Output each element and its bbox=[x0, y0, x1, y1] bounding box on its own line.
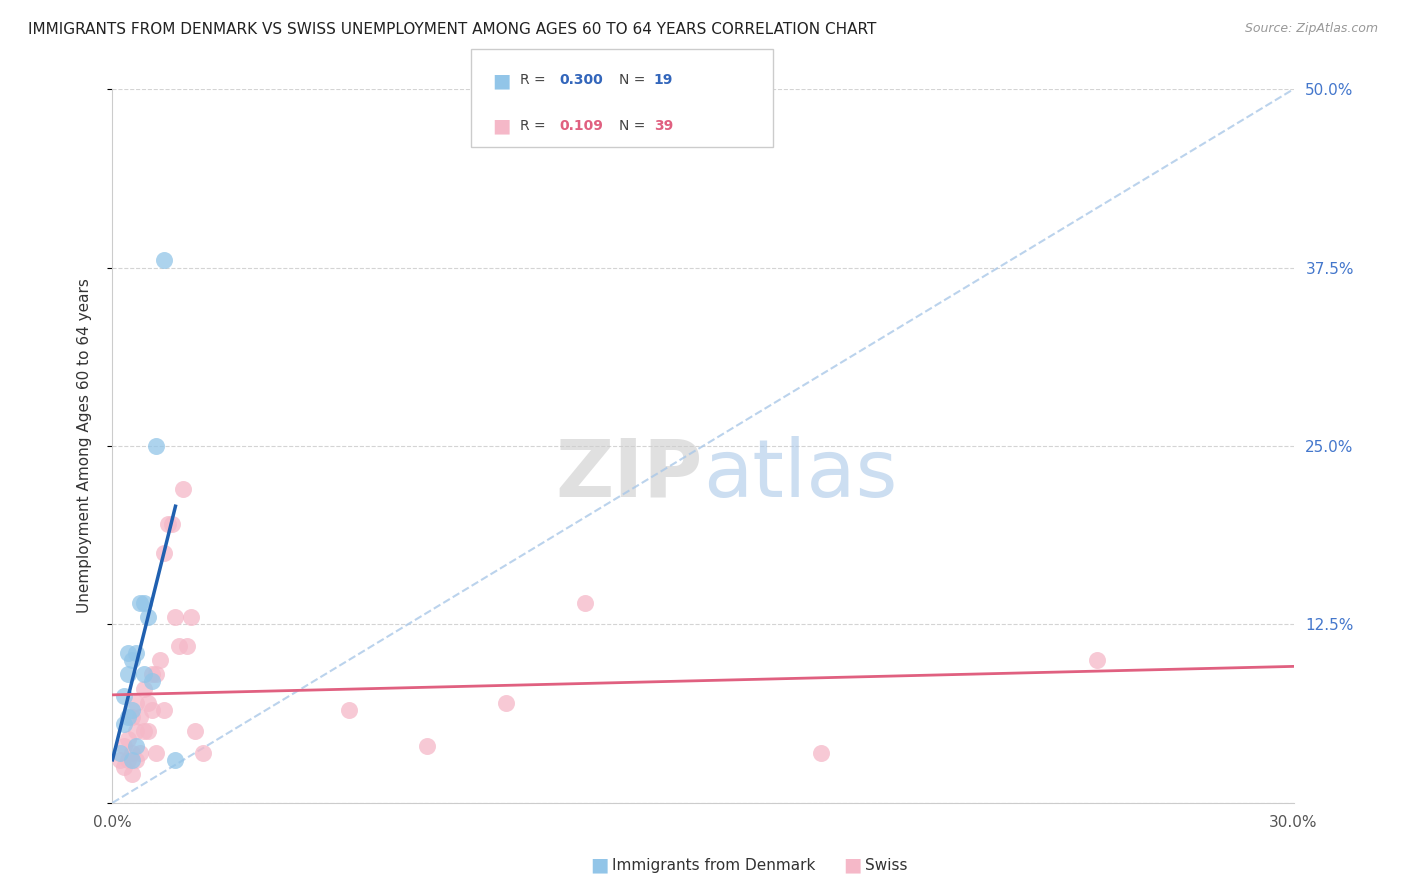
Point bbox=[136, 696, 159, 710]
Point bbox=[574, 596, 596, 610]
Point bbox=[121, 753, 143, 767]
Point bbox=[145, 746, 167, 760]
Point bbox=[152, 546, 174, 560]
Point bbox=[132, 596, 155, 610]
Text: IMMIGRANTS FROM DENMARK VS SWISS UNEMPLOYMENT AMONG AGES 60 TO 64 YEARS CORRELAT: IMMIGRANTS FROM DENMARK VS SWISS UNEMPLO… bbox=[28, 22, 876, 37]
Point bbox=[132, 667, 155, 681]
Text: ZIP: ZIP bbox=[555, 435, 703, 514]
Point bbox=[121, 746, 143, 760]
Point bbox=[145, 439, 167, 453]
Point bbox=[110, 746, 132, 760]
Text: 0.300: 0.300 bbox=[560, 73, 603, 87]
Point bbox=[129, 710, 152, 724]
Text: N =: N = bbox=[619, 73, 650, 87]
Point bbox=[160, 517, 183, 532]
Point bbox=[117, 646, 139, 660]
Point bbox=[191, 746, 214, 760]
Point bbox=[141, 703, 163, 717]
Point bbox=[125, 696, 148, 710]
Text: R =: R = bbox=[520, 73, 550, 87]
Point bbox=[172, 482, 194, 496]
Point bbox=[810, 746, 832, 760]
Point bbox=[110, 753, 132, 767]
Point bbox=[129, 746, 152, 760]
Text: N =: N = bbox=[619, 119, 650, 133]
Point bbox=[117, 710, 139, 724]
Point bbox=[125, 724, 148, 739]
Point bbox=[121, 703, 143, 717]
Point bbox=[156, 517, 179, 532]
Point bbox=[184, 724, 207, 739]
Point bbox=[169, 639, 191, 653]
Text: 39: 39 bbox=[654, 119, 673, 133]
Point bbox=[117, 731, 139, 746]
Point bbox=[152, 253, 174, 268]
Point bbox=[125, 646, 148, 660]
Text: ■: ■ bbox=[844, 855, 862, 875]
Point bbox=[121, 710, 143, 724]
Text: R =: R = bbox=[520, 119, 550, 133]
Point bbox=[495, 696, 517, 710]
Point bbox=[136, 610, 159, 624]
Point bbox=[145, 667, 167, 681]
Text: Source: ZipAtlas.com: Source: ZipAtlas.com bbox=[1244, 22, 1378, 36]
Point bbox=[165, 610, 187, 624]
Point bbox=[129, 596, 152, 610]
Point bbox=[176, 639, 198, 653]
Point bbox=[125, 753, 148, 767]
Point bbox=[117, 753, 139, 767]
Point bbox=[136, 724, 159, 739]
Point bbox=[152, 703, 174, 717]
Text: atlas: atlas bbox=[703, 435, 897, 514]
Point bbox=[416, 739, 439, 753]
Text: 19: 19 bbox=[654, 73, 673, 87]
Point bbox=[112, 717, 135, 731]
Point bbox=[180, 610, 202, 624]
Y-axis label: Unemployment Among Ages 60 to 64 years: Unemployment Among Ages 60 to 64 years bbox=[77, 278, 91, 614]
Point bbox=[337, 703, 360, 717]
Point bbox=[141, 667, 163, 681]
Point bbox=[141, 674, 163, 689]
Text: ■: ■ bbox=[591, 855, 609, 875]
Point bbox=[117, 667, 139, 681]
Point bbox=[121, 653, 143, 667]
Point bbox=[132, 724, 155, 739]
Point bbox=[165, 753, 187, 767]
Text: 0.109: 0.109 bbox=[560, 119, 603, 133]
Text: Swiss: Swiss bbox=[865, 858, 907, 872]
Point bbox=[121, 767, 143, 781]
Point bbox=[132, 681, 155, 696]
Point bbox=[149, 653, 172, 667]
Point bbox=[125, 739, 148, 753]
Text: Immigrants from Denmark: Immigrants from Denmark bbox=[612, 858, 815, 872]
Point bbox=[1085, 653, 1108, 667]
Text: ■: ■ bbox=[492, 71, 510, 90]
Point bbox=[112, 689, 135, 703]
Point bbox=[112, 760, 135, 774]
Point bbox=[112, 739, 135, 753]
Text: ■: ■ bbox=[492, 116, 510, 135]
